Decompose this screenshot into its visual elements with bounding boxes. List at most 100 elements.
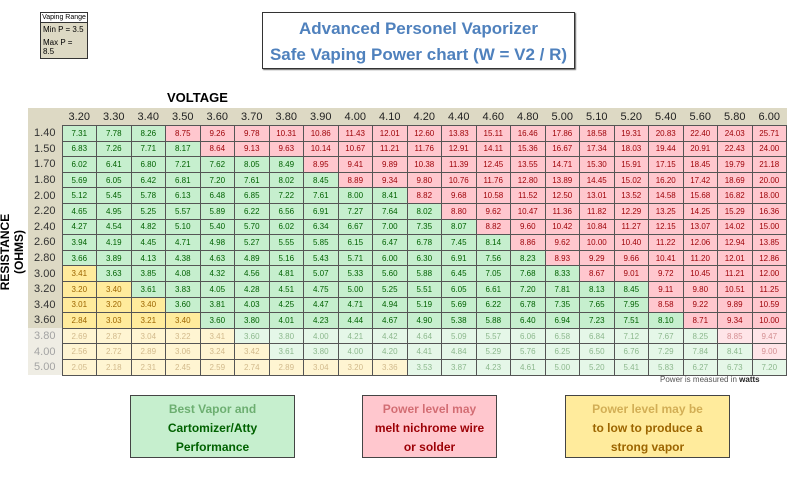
power-cell: 8.05 <box>234 156 270 173</box>
power-cell: 5.78 <box>130 187 166 204</box>
power-cell: 4.19 <box>96 234 132 251</box>
power-cell: 4.90 <box>406 312 442 329</box>
power-cell: 6.22 <box>234 202 270 220</box>
power-cell: 6.05 <box>441 280 477 298</box>
power-cell: 3.03 <box>96 312 132 329</box>
legend-red-line3: or solder <box>403 440 456 454</box>
power-cell: 3.60 <box>165 296 201 314</box>
power-cell: 6.47 <box>372 234 408 251</box>
power-cell: 5.60 <box>372 265 408 282</box>
table-row: 3.00 3.41 3.63 3.85 4.08 4.32 4.56 4.81 5.07 5.33… <box>28 265 787 282</box>
vaping-range-box: Vaping Range Min P = 3.5 Max P = 8.5 <box>40 12 88 59</box>
power-cell: 12.01 <box>372 125 408 142</box>
power-cell: 15.00 <box>751 218 787 236</box>
power-cell: 7.12 <box>613 327 649 345</box>
power-cell: 5.33 <box>337 265 373 282</box>
power-cell: 6.15 <box>337 234 373 251</box>
power-cell: 14.45 <box>579 171 615 189</box>
power-cell: 15.68 <box>682 187 718 204</box>
power-cell: 9.22 <box>682 296 718 314</box>
power-cell: 9.00 <box>751 343 787 360</box>
power-cell: 12.01 <box>717 249 753 267</box>
power-cell: 5.43 <box>303 249 339 267</box>
power-cell: 16.82 <box>717 187 753 204</box>
power-cell: 8.10 <box>648 312 684 329</box>
power-cell: 10.31 <box>268 125 304 142</box>
power-cell: 4.56 <box>234 265 270 282</box>
table-row: 3.60 2.84 3.03 3.21 3.40 3.60 3.80 4.01 4.23 4.44… <box>28 312 787 329</box>
power-cell: 15.30 <box>579 156 615 173</box>
power-cell: 2.89 <box>130 343 166 360</box>
power-cell: 11.76 <box>406 140 442 158</box>
power-cell: 12.45 <box>475 156 511 173</box>
power-cell: 8.95 <box>303 156 339 173</box>
power-cell: 7.62 <box>199 156 235 173</box>
power-cell: 8.41 <box>372 187 408 204</box>
power-cell: 11.25 <box>751 280 787 298</box>
power-cell: 3.04 <box>130 327 166 345</box>
power-cell: 17.42 <box>682 171 718 189</box>
power-cell: 14.02 <box>717 218 753 236</box>
power-cell: 7.61 <box>303 187 339 204</box>
power-cell: 8.02 <box>268 171 304 189</box>
power-cell: 25.71 <box>751 125 787 142</box>
power-cell: 3.94 <box>61 234 97 251</box>
power-cell: 3.40 <box>96 280 132 298</box>
power-cell: 3.41 <box>199 327 235 345</box>
resistance-tick: 1.80 <box>28 172 62 188</box>
power-cell: 12.91 <box>441 140 477 158</box>
power-cell: 9.62 <box>544 234 580 251</box>
power-cell: 3.36 <box>372 358 408 376</box>
power-cell: 4.64 <box>406 327 442 345</box>
power-cell: 4.67 <box>372 312 408 329</box>
power-cell: 8.07 <box>441 218 477 236</box>
legend-yellow-line1: Power level may be <box>592 402 703 416</box>
power-cell: 8.45 <box>303 171 339 189</box>
chart-title-box: Advanced Personel Vaporizer Safe Vaping … <box>262 12 575 69</box>
power-cell: 4.89 <box>234 249 270 267</box>
power-cell: 7.21 <box>165 156 201 173</box>
power-cell: 9.63 <box>268 140 304 158</box>
power-cell: 3.20 <box>96 296 132 314</box>
power-cell: 2.18 <box>96 358 132 376</box>
power-cell: 13.52 <box>613 187 649 204</box>
power-cell: 2.45 <box>165 358 201 376</box>
power-cell: 7.65 <box>579 296 615 314</box>
power-cell: 3.87 <box>441 358 477 376</box>
power-cell: 3.42 <box>234 343 270 360</box>
power-cell: 4.27 <box>61 218 97 236</box>
power-cell: 8.75 <box>165 125 201 142</box>
power-cell: 6.41 <box>96 156 132 173</box>
power-cell: 6.45 <box>441 265 477 282</box>
table-row: 2.80 3.66 3.89 4.13 4.38 4.63 4.89 5.16 5.43 5.71… <box>28 249 787 267</box>
table-row: 1.70 6.02 6.41 6.80 7.21 7.62 8.05 8.49 8.95 9.41… <box>28 156 787 173</box>
power-cell: 11.21 <box>372 140 408 158</box>
power-cell: 17.15 <box>648 156 684 173</box>
power-cell: 8.67 <box>579 265 615 282</box>
power-cell: 9.66 <box>613 249 649 267</box>
power-cell: 24.03 <box>717 125 753 142</box>
power-cell: 10.00 <box>751 312 787 329</box>
power-cell: 5.69 <box>61 171 97 189</box>
power-cell: 8.80 <box>441 202 477 220</box>
power-cell: 9.47 <box>751 327 787 345</box>
resistance-tick: 2.00 <box>28 187 62 204</box>
power-cell: 13.89 <box>544 171 580 189</box>
power-cell: 10.67 <box>337 140 373 158</box>
power-cell: 5.12 <box>61 187 97 204</box>
power-cell: 10.51 <box>717 280 753 298</box>
power-cell: 9.11 <box>648 280 684 298</box>
power-cell: 8.82 <box>406 187 442 204</box>
power-cell: 3.22 <box>165 327 201 345</box>
power-cell: 2.69 <box>61 327 97 345</box>
power-cell: 3.80 <box>234 312 270 329</box>
power-cell: 18.45 <box>682 156 718 173</box>
power-cell: 3.06 <box>165 343 201 360</box>
power-cell: 7.71 <box>130 140 166 158</box>
min-power: Min P = 3.5 <box>43 25 84 34</box>
power-cell: 11.27 <box>613 218 649 236</box>
power-cell: 10.86 <box>303 125 339 142</box>
power-cell: 5.00 <box>337 280 373 298</box>
power-cell: 3.41 <box>61 265 97 282</box>
power-cell: 10.76 <box>441 171 477 189</box>
